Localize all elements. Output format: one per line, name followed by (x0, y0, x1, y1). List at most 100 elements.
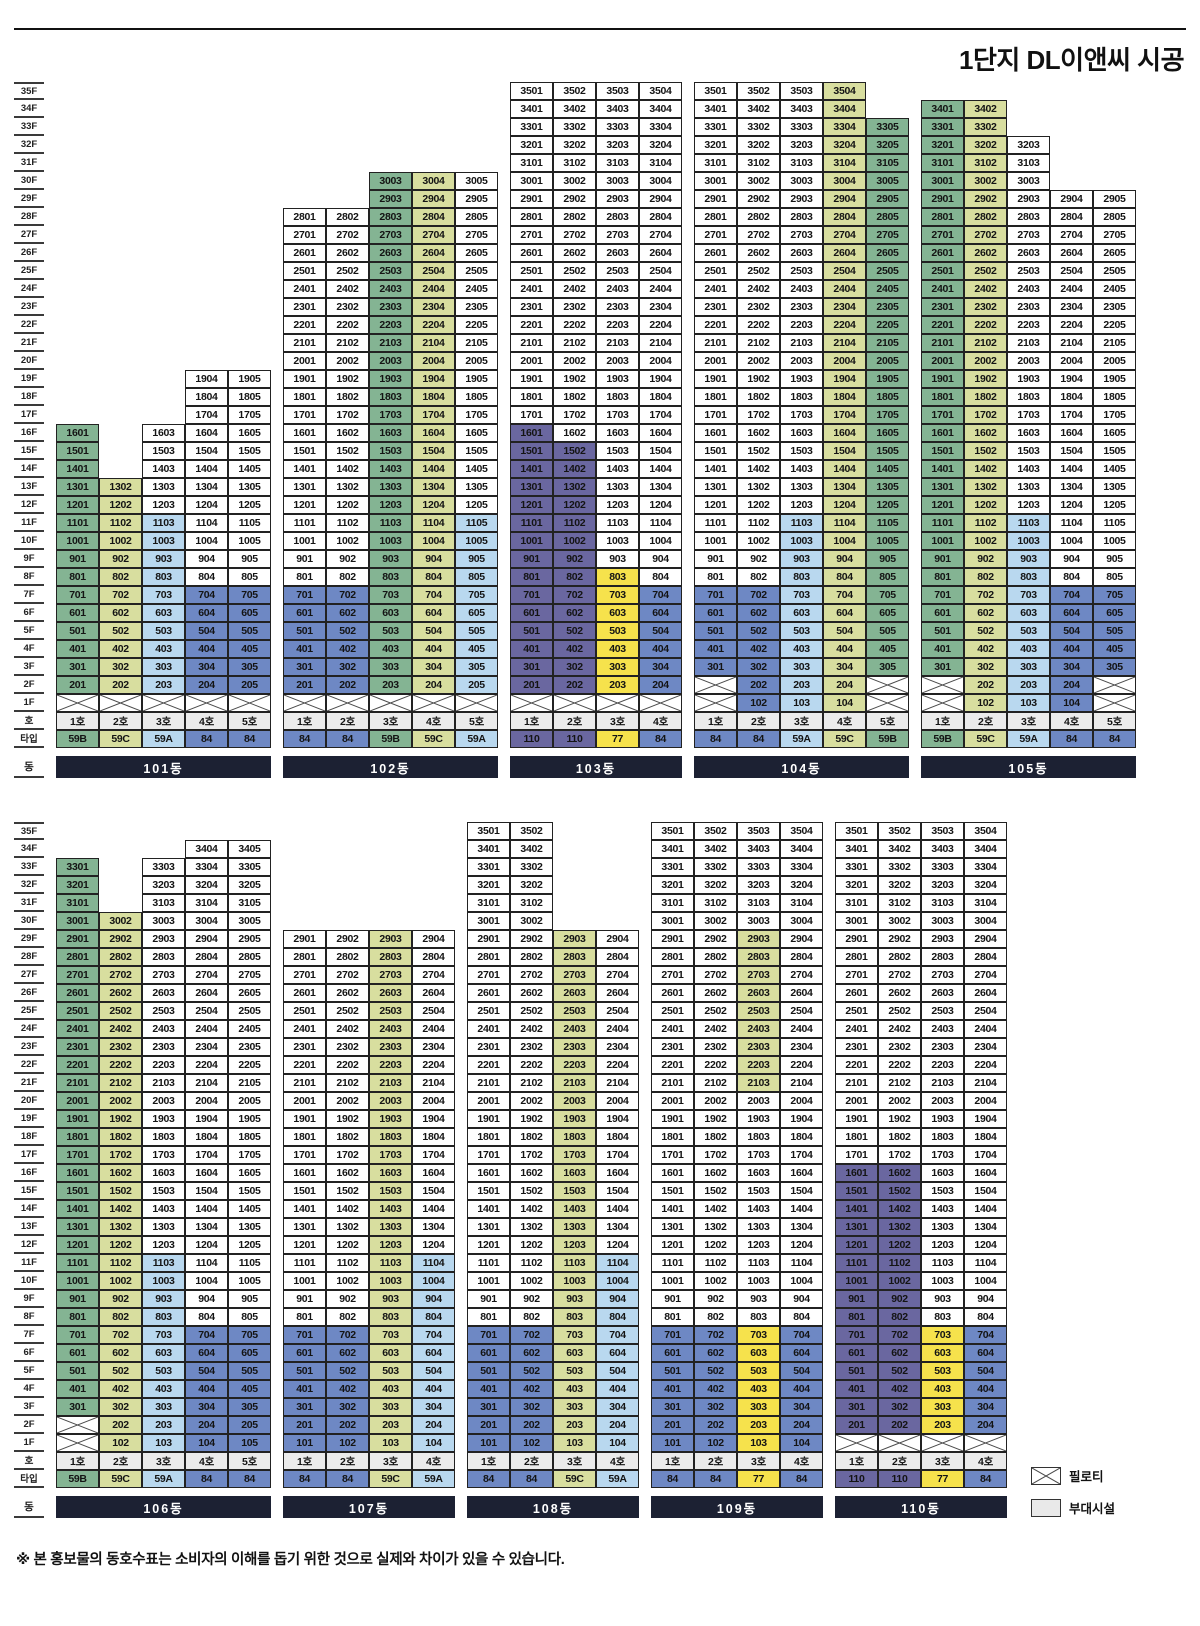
unit-cell: 2803 (369, 948, 412, 966)
floor-row: 2501 2502 2503 2504 (283, 1002, 455, 1020)
empty-cell (99, 352, 142, 370)
type-cell: 84 (639, 730, 682, 748)
unit-cell: 2402 (878, 1020, 921, 1038)
floor-label: 35F (14, 822, 44, 840)
floor-label: 23F (14, 1038, 44, 1056)
unit-cell: 2401 (835, 1020, 878, 1038)
floor-label: 4F (14, 640, 44, 658)
floor-row: 2601 2602 2603 2604 (835, 984, 1007, 1002)
unit-cell: 1601 (283, 424, 326, 442)
unit-cell: 1205 (228, 496, 271, 514)
unit-cell: 3204 (823, 136, 866, 154)
type-cell: 59A (455, 730, 498, 748)
unit-cell: 2505 (455, 262, 498, 280)
unit-cell: 202 (99, 676, 142, 694)
unit-cell: 1405 (1093, 460, 1136, 478)
empty-cell (412, 154, 455, 172)
unit-cell: 2104 (780, 1074, 823, 1092)
empty-cell (283, 118, 326, 136)
unit-cell: 3404 (639, 100, 682, 118)
empty-cell (1093, 172, 1136, 190)
unit-cell: 3304 (639, 118, 682, 136)
floor-label: 17F (14, 1146, 44, 1164)
ho-cell: 5호 (228, 1452, 271, 1470)
unit-cell: 2601 (921, 244, 964, 262)
unit-cell: 1002 (326, 532, 369, 550)
unit-cell: 1701 (651, 1146, 694, 1164)
unit-cell: 702 (99, 586, 142, 604)
unit-cell: 504 (1050, 622, 1093, 640)
type-cell: 84 (1050, 730, 1093, 748)
unit-cell: 2902 (326, 930, 369, 948)
unit-cell: 1404 (185, 1200, 228, 1218)
unit-cell: 2202 (694, 1056, 737, 1074)
empty-cell (326, 136, 369, 154)
unit-cell: 1505 (228, 442, 271, 460)
floor-row (56, 280, 271, 298)
unit-cell: 1104 (1050, 514, 1093, 532)
floor-row: 2301 2302 2303 2304 (510, 298, 682, 316)
unit-cell: 502 (326, 1362, 369, 1380)
unit-cell: 2104 (639, 334, 682, 352)
unit-cell: 402 (510, 1380, 553, 1398)
floor-label: 32F (14, 136, 44, 154)
unit-cell: 3203 (1007, 136, 1050, 154)
floor-label: 25F (14, 1002, 44, 1020)
unit-cell: 304 (823, 658, 866, 676)
unit-cell: 303 (596, 658, 639, 676)
building-label: 108동 (467, 1496, 639, 1518)
unit-cell: 2003 (737, 1092, 780, 1110)
unit-cell: 1401 (510, 460, 553, 478)
unit-cell: 2001 (283, 352, 326, 370)
floor-row: 2701 2702 2703 2704 2705 (921, 226, 1136, 244)
type-cell: 59C (412, 730, 455, 748)
unit-cell: 304 (412, 658, 455, 676)
floor-row: 2601 2602 2603 2604 2605 (694, 244, 909, 262)
unit-cell: 1601 (283, 1164, 326, 1182)
unit-cell: 2605 (1093, 244, 1136, 262)
unit-cell: 1802 (510, 1128, 553, 1146)
empty-cell (412, 876, 455, 894)
floor-row (56, 244, 271, 262)
unit-cell: 101 (651, 1434, 694, 1452)
unit-cell: 204 (964, 1416, 1007, 1434)
unit-cell: 901 (283, 550, 326, 568)
empty-cell (412, 118, 455, 136)
unit-cell: 905 (866, 550, 909, 568)
unit-cell: 2105 (455, 334, 498, 352)
unit-cell: 104 (412, 1434, 455, 1452)
unit-cell: 2704 (412, 226, 455, 244)
floor-row: 1801 1802 1803 1804 (283, 1128, 455, 1146)
unit-cell: 3201 (510, 136, 553, 154)
unit-cell: 405 (455, 640, 498, 658)
unit-cell: 3501 (651, 822, 694, 840)
unit-cell: 3003 (780, 172, 823, 190)
floor-row: 1201 1202 1203 1204 1205 (694, 496, 909, 514)
unit-cell: 1601 (921, 424, 964, 442)
unit-cell: 1801 (835, 1128, 878, 1146)
unit-cell: 1601 (467, 1164, 510, 1182)
piloti-cell (694, 676, 737, 694)
empty-cell (964, 82, 1007, 100)
unit-cell: 803 (921, 1308, 964, 1326)
empty-cell (56, 406, 99, 424)
unit-cell: 303 (142, 1398, 185, 1416)
unit-cell: 202 (326, 1416, 369, 1434)
type-row: 59B 59C 59A 84 84 (56, 730, 271, 748)
unit-cell: 1605 (228, 424, 271, 442)
floor-row: 2001 2002 2003 2004 2005 (283, 352, 498, 370)
unit-cell: 2102 (964, 334, 1007, 352)
unit-cell: 304 (412, 1398, 455, 1416)
unit-cell: 2001 (835, 1092, 878, 1110)
unit-cell: 2701 (694, 226, 737, 244)
unit-cell: 1702 (694, 1146, 737, 1164)
unit-cell: 502 (326, 622, 369, 640)
empty-cell (99, 226, 142, 244)
unit-cell: 1505 (228, 1182, 271, 1200)
floor-row: 601 602 603 604 (283, 1344, 455, 1362)
unit-cell: 2002 (510, 1092, 553, 1110)
floor-row: 1901 1902 1903 1904 (651, 1110, 823, 1128)
floor-row: 2601 2602 2603 2604 2605 (283, 244, 498, 262)
floor-row: 2001 2002 2003 2004 (651, 1092, 823, 1110)
unit-cell: 2403 (596, 280, 639, 298)
